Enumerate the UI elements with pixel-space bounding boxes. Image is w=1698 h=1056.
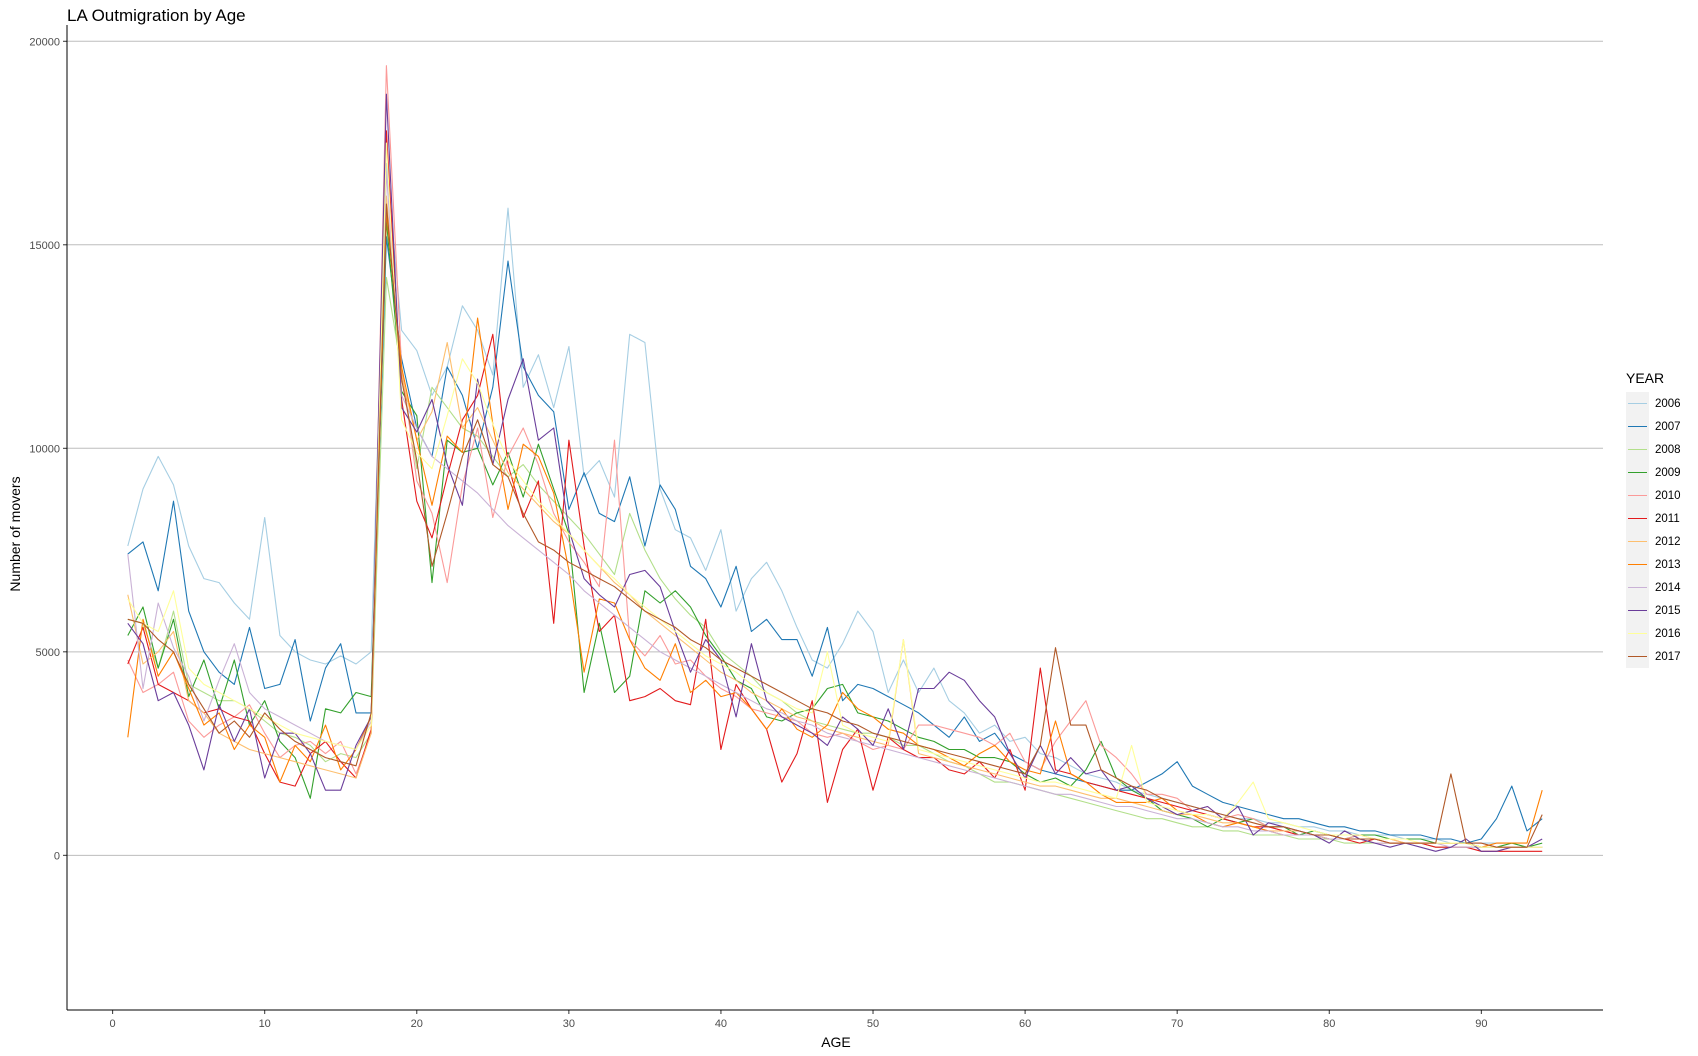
legend-item-2012: 2012 [1626, 530, 1681, 553]
legend-item-2016: 2016 [1626, 622, 1681, 645]
x-tick-label: 50 [867, 1018, 879, 1030]
legend-swatch [1628, 587, 1647, 588]
legend-key [1626, 645, 1649, 668]
legend-key [1626, 438, 1649, 461]
legend: YEAR 2006 2007 2008 2009 2010 2011 2012 2013 201… [1626, 370, 1681, 668]
series-line-2011 [127, 130, 1543, 852]
gridlines [67, 40, 1603, 856]
legend-swatch [1628, 656, 1647, 657]
legend-swatch [1628, 610, 1647, 611]
legend-swatch [1628, 472, 1647, 473]
legend-item-2014: 2014 [1626, 576, 1681, 599]
legend-label: 2015 [1655, 604, 1681, 617]
series-line-2017 [127, 203, 1543, 848]
series-line-2008 [127, 276, 1543, 848]
x-tick-label: 10 [259, 1018, 271, 1030]
x-axis-title: AGE [821, 1034, 851, 1050]
legend-key [1626, 392, 1649, 415]
legend-items: 2006 2007 2008 2009 2010 2011 2012 2013 2014 2015… [1626, 392, 1681, 668]
legend-item-2015: 2015 [1626, 599, 1681, 622]
legend-swatch [1628, 541, 1647, 542]
x-tick-label: 80 [1323, 1018, 1335, 1030]
legend-label: 2010 [1655, 489, 1681, 502]
legend-key [1626, 530, 1649, 553]
series-line-2016 [127, 142, 1543, 848]
legend-swatch [1628, 564, 1647, 565]
chart-title: LA Outmigration by Age [67, 6, 246, 25]
legend-item-2010: 2010 [1626, 484, 1681, 507]
series-line-2009 [127, 219, 1543, 848]
y-axis-title: Number of movers [7, 476, 23, 591]
legend-item-2009: 2009 [1626, 461, 1681, 484]
legend-label: 2011 [1655, 512, 1680, 525]
legend-item-2017: 2017 [1626, 645, 1681, 668]
legend-title: YEAR [1626, 370, 1665, 386]
legend-key [1626, 507, 1649, 530]
series-line-2010 [127, 65, 1543, 848]
series-line-2006 [127, 162, 1543, 848]
legend-item-2013: 2013 [1626, 553, 1681, 576]
y-tick-label: 0 [54, 850, 60, 862]
legend-swatch [1628, 495, 1647, 496]
legend-label: 2008 [1655, 443, 1681, 456]
y-tick-label: 15000 [29, 240, 60, 252]
series-line-2012 [127, 195, 1543, 848]
legend-swatch [1628, 633, 1647, 634]
y-tick-label: 10000 [29, 443, 60, 455]
legend-item-2006: 2006 [1626, 392, 1681, 415]
legend-label: 2017 [1655, 650, 1681, 663]
legend-label: 2013 [1655, 558, 1681, 571]
axes: 0 5000 10000 15000 20000 0 10 20 30 40 50 60 70 80 90 [29, 25, 1603, 1030]
x-tick-label: 70 [1171, 1018, 1183, 1030]
legend-swatch [1628, 518, 1647, 519]
series-line-2007 [127, 236, 1543, 844]
x-tick-label: 30 [563, 1018, 575, 1030]
x-tick-label: 40 [715, 1018, 727, 1030]
legend-label: 2012 [1655, 535, 1681, 548]
series-lines [127, 65, 1543, 852]
legend-key [1626, 576, 1649, 599]
legend-label: 2014 [1655, 581, 1681, 594]
legend-label: 2007 [1655, 420, 1681, 433]
legend-key [1626, 461, 1649, 484]
legend-swatch [1628, 426, 1647, 427]
x-tick-label: 0 [110, 1018, 116, 1030]
legend-item-2011: 2011 [1626, 507, 1681, 530]
series-line-2014 [127, 170, 1543, 848]
x-tick-label: 60 [1019, 1018, 1031, 1030]
legend-key [1626, 484, 1649, 507]
series-line-2013 [127, 211, 1543, 848]
legend-swatch [1628, 403, 1647, 404]
legend-item-2008: 2008 [1626, 438, 1681, 461]
x-tick-label: 20 [411, 1018, 423, 1030]
legend-key [1626, 553, 1649, 576]
y-tick-label: 20000 [29, 36, 60, 48]
legend-key [1626, 599, 1649, 622]
legend-key [1626, 415, 1649, 438]
legend-key [1626, 622, 1649, 645]
legend-label: 2009 [1655, 466, 1681, 479]
y-tick-label: 5000 [36, 647, 60, 659]
series-line-2015 [127, 93, 1543, 852]
legend-swatch [1628, 449, 1647, 450]
x-tick-label: 90 [1475, 1018, 1487, 1030]
legend-item-2007: 2007 [1626, 415, 1681, 438]
legend-label: 2006 [1655, 397, 1681, 410]
legend-label: 2016 [1655, 627, 1681, 640]
